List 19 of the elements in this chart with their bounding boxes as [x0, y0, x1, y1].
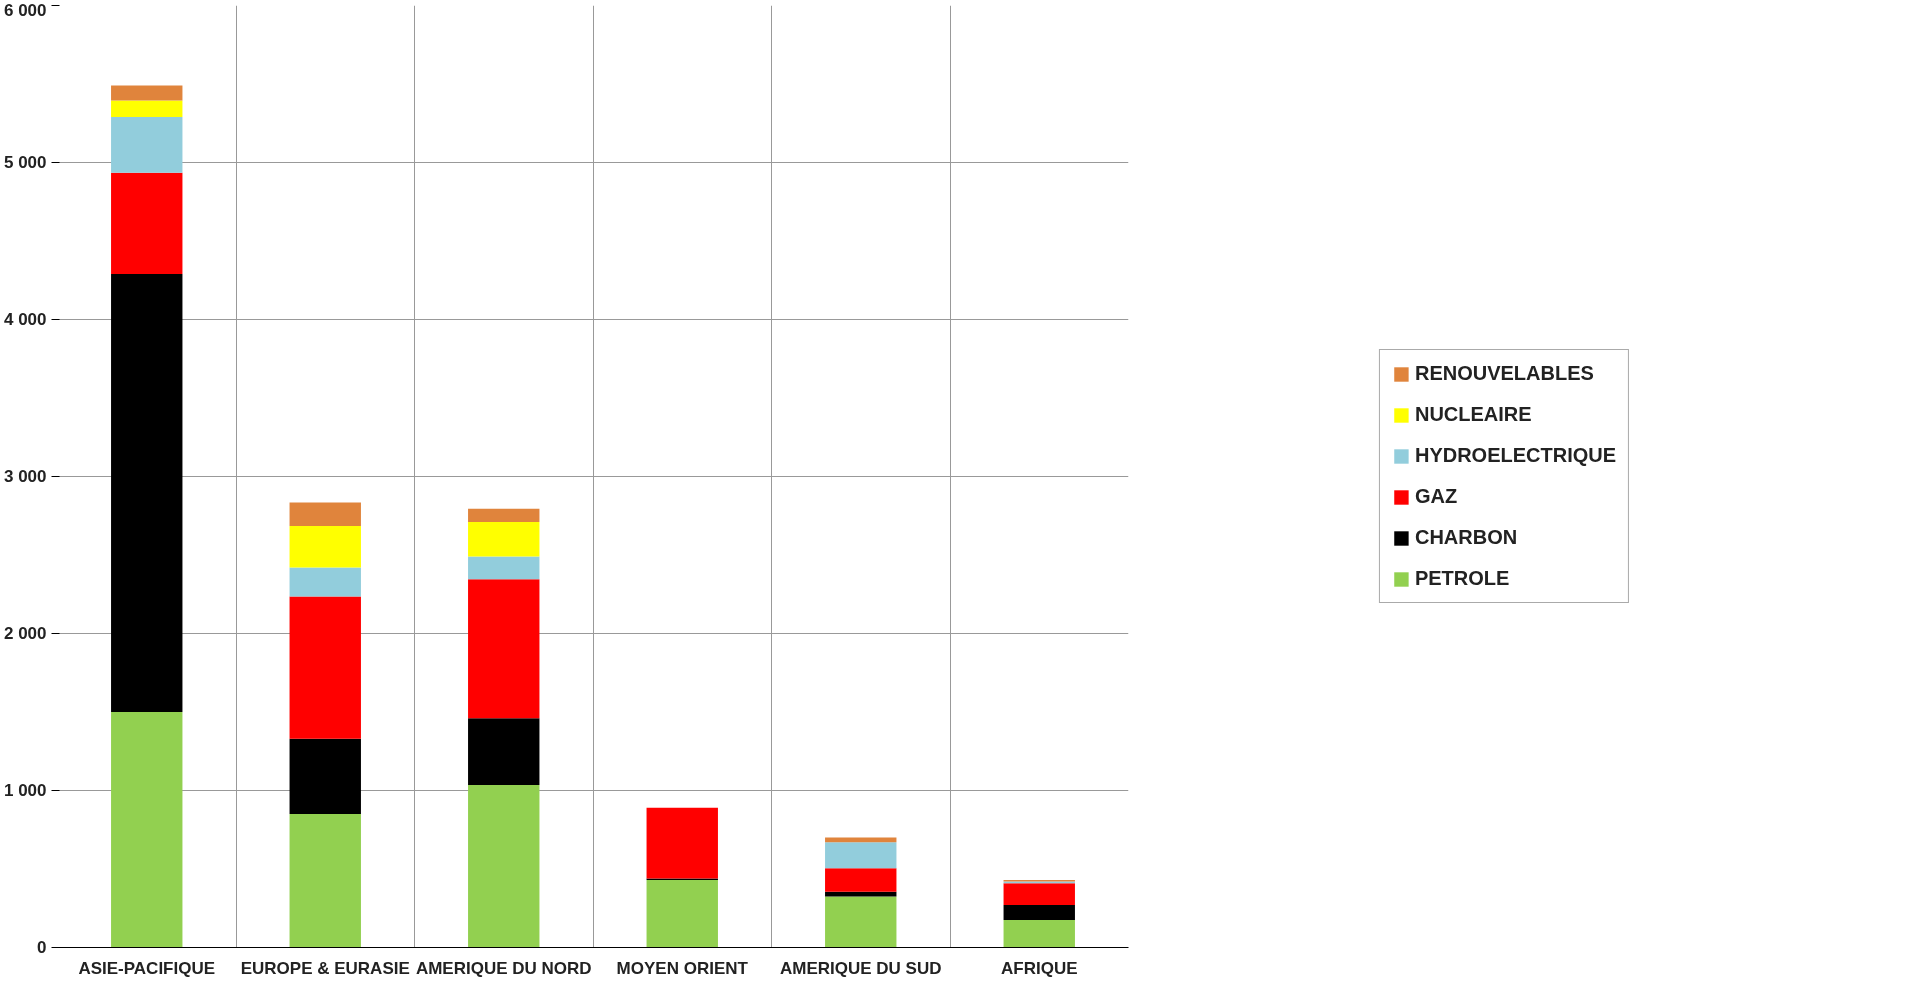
x-tick-label: AMERIQUE DU NORD: [415, 958, 592, 978]
legend-label: CHARBON: [1414, 526, 1518, 549]
y-tick-label: 4 000: [3, 310, 47, 329]
y-tick-label: 2 000: [3, 624, 47, 643]
legend-label: GAZ: [1414, 485, 1458, 508]
legend-label: PETROLE: [1414, 567, 1510, 590]
x-tick-label: MOYEN ORIENT: [616, 958, 749, 978]
y-tick-label: 1 000: [3, 781, 47, 800]
x-tick-label: ASIE-PACIFIQUE: [78, 958, 216, 978]
x-tick-label: AFRIQUE: [1001, 958, 1078, 978]
legend-label: HYDROELECTRIQUE: [1414, 444, 1617, 467]
y-tick-label: 6 000: [3, 0, 47, 20]
y-tick-label: 3 000: [3, 467, 47, 486]
legend-label: RENOUVELABLES: [1414, 362, 1594, 385]
y-tick-label: 0: [37, 938, 47, 957]
x-tick-label: EUROPE & EURASIE: [240, 958, 410, 978]
x-tick-label: AMERIQUE DU SUD: [780, 958, 942, 978]
legend-label: NUCLEAIRE: [1414, 403, 1532, 426]
y-tick-label: 5 000: [3, 153, 47, 172]
